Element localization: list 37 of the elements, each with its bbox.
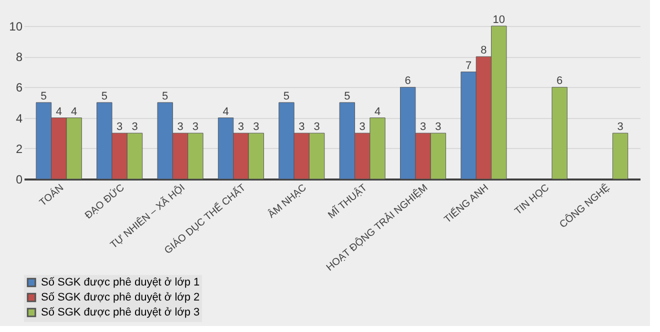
data-label: 5 [162,90,168,102]
y-tick-label: 8 [16,50,23,64]
data-label: 8 [480,44,487,57]
data-label: 3 [359,121,366,134]
data-label: 6 [556,75,563,88]
y-tick-label: 6 [16,80,23,95]
data-label: 3 [132,121,138,134]
data-label: 4 [71,106,78,118]
bar [612,132,628,180]
data-label: 4 [374,106,381,118]
y-tick-label: 0 [16,172,23,186]
data-label: 5 [344,90,350,102]
data-label: 4 [56,106,62,118]
y-tick-label: 4 [16,111,23,126]
data-label: 3 [617,121,624,134]
data-label: 3 [298,121,305,134]
y-tick-label: 2 [16,142,23,156]
data-label: 5 [283,90,290,102]
bar [552,86,568,180]
data-label: 3 [192,121,199,134]
legend-label: Số SGK được phê duyệt ở lớp 3 [41,306,200,318]
data-label: 3 [253,121,260,134]
data-label: 4 [222,106,229,118]
legend-label: Số SGK được phê duyệt ở lớp 1 [41,276,200,288]
legend-label: Số SGK được phê duyệt ở lớp 2 [41,292,200,304]
data-label: 5 [40,90,47,102]
data-label: 3 [238,121,244,134]
data-label: 7 [465,60,472,72]
y-tick-label: 10 [9,20,23,34]
data-label: 10 [492,14,506,26]
data-label: 3 [116,121,123,134]
data-label: 3 [177,121,184,134]
data-label: 5 [101,90,108,102]
data-label: 3 [314,121,320,134]
data-label: 6 [404,75,411,88]
data-label: 3 [420,121,426,134]
data-label: 3 [435,121,442,134]
